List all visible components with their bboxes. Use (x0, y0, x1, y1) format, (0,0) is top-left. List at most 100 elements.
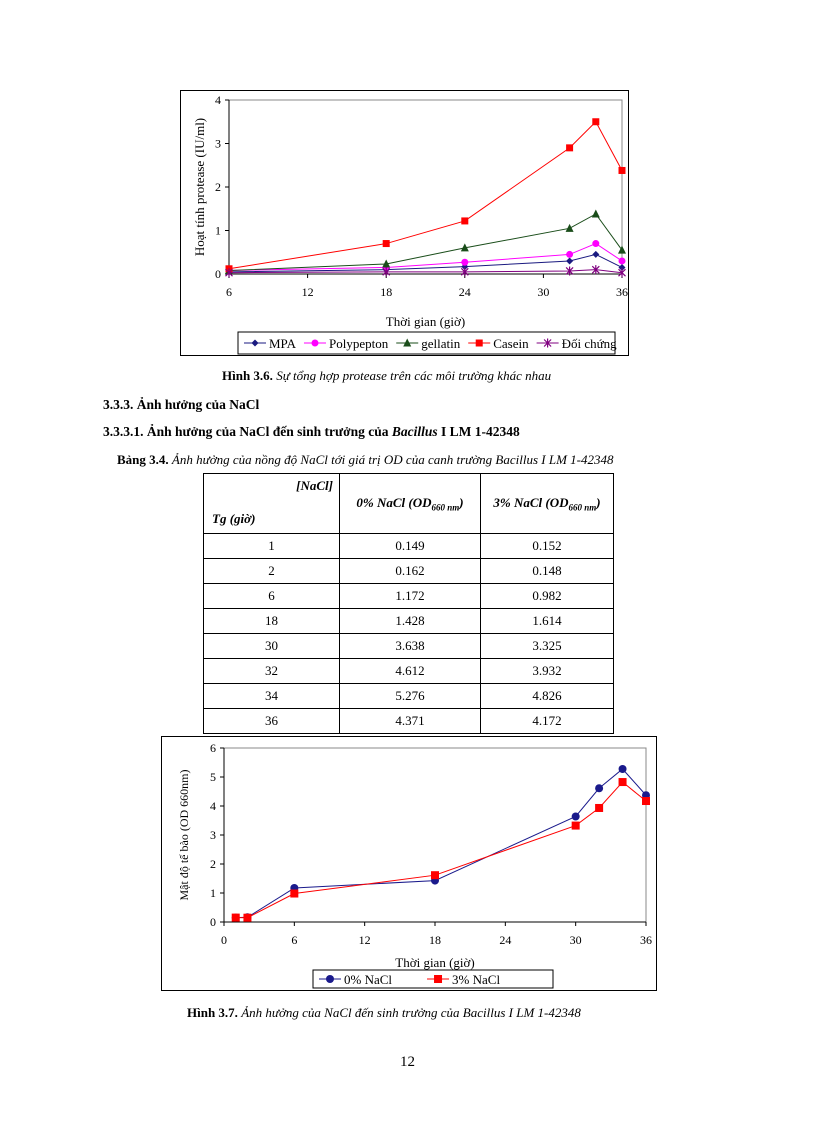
legend-item: gellatin (396, 336, 461, 351)
legend-item: MPA (244, 336, 297, 351)
legend-item: Casein (468, 336, 529, 351)
x-tick-label: 18 (429, 933, 441, 947)
od-0-nacl-cell: 0.149 (339, 533, 481, 559)
table-row: 6 1.172 0.982 (203, 583, 614, 609)
series--i-ch-ng (225, 265, 626, 278)
nacl-label: [NaCl] (296, 478, 333, 493)
x-tick-label: 6 (291, 933, 297, 947)
time-label: Tg (giờ) (212, 511, 256, 526)
y-axis-label: Mật độ tế bào (OD 660nm) (177, 770, 191, 901)
square-marker (231, 913, 240, 922)
legend-item: 0% NaCl (319, 972, 392, 987)
square-marker (382, 240, 390, 248)
circle-marker (566, 250, 574, 258)
plot-area (228, 99, 623, 275)
col-header-sub: 660 nm (568, 502, 597, 513)
figure-3-6-caption: Hình 3.6. Sự tổng hợp protease trên các … (222, 368, 551, 384)
table-row: 36 4.371 4.172 (203, 708, 614, 734)
od-3-nacl-cell: 0.152 (480, 533, 614, 559)
y-tick-label: 3 (210, 828, 216, 842)
legend-item: Polypepton (303, 336, 389, 351)
table-row: 32 4.612 3.932 (203, 658, 614, 684)
series-line (228, 120, 623, 270)
diamond-marker (251, 339, 259, 347)
y-tick-label: 0 (210, 915, 216, 929)
star-marker (225, 268, 233, 278)
paren: ) (596, 494, 601, 510)
od-3-nacl-cell: 4.826 (480, 683, 614, 709)
legend (237, 331, 616, 355)
time-cell: 34 (203, 683, 340, 709)
x-tick-label: 36 (640, 933, 652, 947)
corner-header: [NaCl] Tg (giờ) (203, 473, 340, 534)
y-tick-label: 4 (215, 93, 221, 107)
caption-label: Hình 3.6. (222, 368, 273, 383)
paren: ) (459, 494, 464, 510)
y-tick-label: 6 (210, 741, 216, 755)
od-3-nacl-cell: 3.932 (480, 658, 614, 684)
caption-text: Sự tổng hợp protease trên các môi trường… (276, 368, 552, 383)
star-marker (591, 265, 600, 275)
section-heading: 3.3.3. Ảnh hưởng của NaCl (103, 397, 260, 412)
x-tick-label: 12 (359, 933, 371, 947)
od-0-nacl-cell: 4.612 (339, 658, 481, 684)
col-header-text: 3% NaCl (OD (493, 494, 569, 510)
square-marker (571, 821, 580, 830)
diamond-marker (566, 257, 574, 265)
square-marker (475, 339, 483, 347)
od-0-nacl-cell: 1.172 (339, 583, 481, 609)
od-0-nacl-cell: 3.638 (339, 633, 481, 659)
circle-marker (326, 975, 334, 983)
time-cell: 32 (203, 658, 340, 684)
diamond-marker (618, 263, 626, 271)
circle-marker (618, 257, 626, 265)
series-line (228, 253, 623, 273)
x-tick-label: 30 (570, 933, 582, 947)
square-marker (566, 144, 574, 152)
x-tick-label: 18 (380, 285, 392, 299)
caption-label: Hình 3.7. (187, 1005, 238, 1020)
time-cell: 36 (203, 708, 340, 734)
legend-label: Casein (493, 336, 529, 351)
legend-label: 3% NaCl (452, 972, 500, 987)
diamond-marker (592, 250, 600, 258)
od-3-nacl-cell: 0.148 (480, 558, 614, 584)
table-row: 1 0.149 0.152 (203, 533, 614, 559)
caption-text: Ảnh hưởng của nồng độ NaCl tới giá trị O… (171, 452, 614, 467)
series-line (235, 768, 647, 919)
triangle-marker (403, 338, 412, 347)
triangle-marker (591, 209, 600, 218)
legend-item: 3% NaCl (427, 972, 500, 987)
square-marker (618, 166, 626, 174)
table-header-row: [NaCl] Tg (giờ) 0% NaCl (OD660 nm) 3% NaC… (203, 473, 614, 534)
triangle-marker (565, 223, 574, 232)
plot-area (223, 747, 647, 923)
caption-text: Ảnh hưởng của NaCl đến sinh trưởng của B… (241, 1005, 581, 1020)
series-line (228, 269, 623, 274)
star-marker (543, 338, 552, 348)
star-marker (382, 267, 391, 277)
circle-marker (571, 812, 580, 821)
series-3-nacl (231, 778, 650, 922)
col-header-sub: 660 nm (431, 502, 460, 513)
square-marker (290, 889, 299, 898)
x-tick-label: 24 (499, 933, 511, 947)
od-3-nacl-cell: 3.325 (480, 633, 614, 659)
y-tick-label: 4 (210, 799, 216, 813)
od-table: [NaCl] Tg (giờ) 0% NaCl (OD660 nm) 3% NaC… (203, 473, 614, 734)
triangle-marker (460, 243, 469, 252)
col-header-text: 0% NaCl (OD (356, 494, 432, 510)
circle-marker (592, 240, 600, 248)
x-tick-label: 6 (226, 285, 232, 299)
page-number: 12 (400, 1054, 415, 1070)
series-line (228, 213, 623, 272)
time-cell: 30 (203, 633, 340, 659)
square-marker (592, 118, 600, 126)
od-3-nacl-cell: 0.982 (480, 583, 614, 609)
col-header-3-nacl: 3% NaCl (OD660 nm) (480, 473, 614, 534)
od-3-nacl-cell: 4.172 (480, 708, 614, 734)
od-0-nacl-cell: 1.428 (339, 608, 481, 634)
subheading-text: 3.3.3.1. Ảnh hưởng của NaCl đến sinh trư… (103, 424, 392, 439)
